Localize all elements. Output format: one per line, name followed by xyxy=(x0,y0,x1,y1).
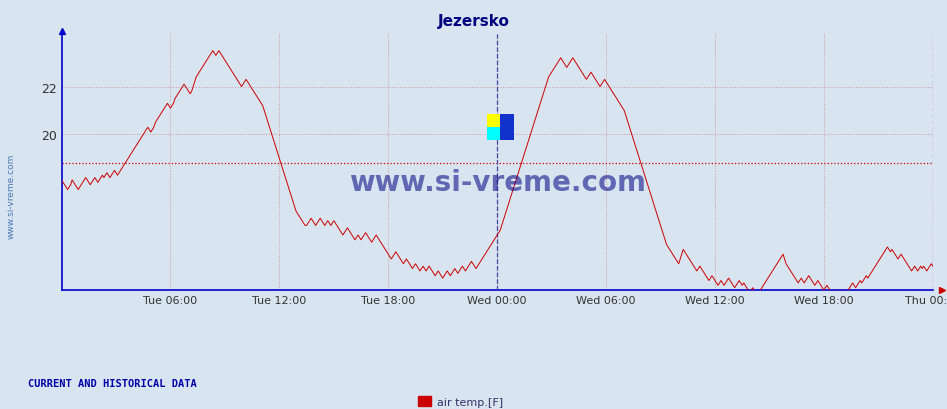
Text: CURRENT AND HISTORICAL DATA: CURRENT AND HISTORICAL DATA xyxy=(28,378,197,389)
Legend: air temp.[F], soil temp. 50cm / 20in[F]: air temp.[F], soil temp. 50cm / 20in[F] xyxy=(413,392,581,409)
Polygon shape xyxy=(487,128,500,141)
Polygon shape xyxy=(500,115,514,141)
Text: www.si-vreme.com: www.si-vreme.com xyxy=(7,154,16,239)
Text: www.si-vreme.com: www.si-vreme.com xyxy=(348,169,646,197)
Polygon shape xyxy=(487,115,500,128)
Text: Jezersko: Jezersko xyxy=(438,14,509,29)
